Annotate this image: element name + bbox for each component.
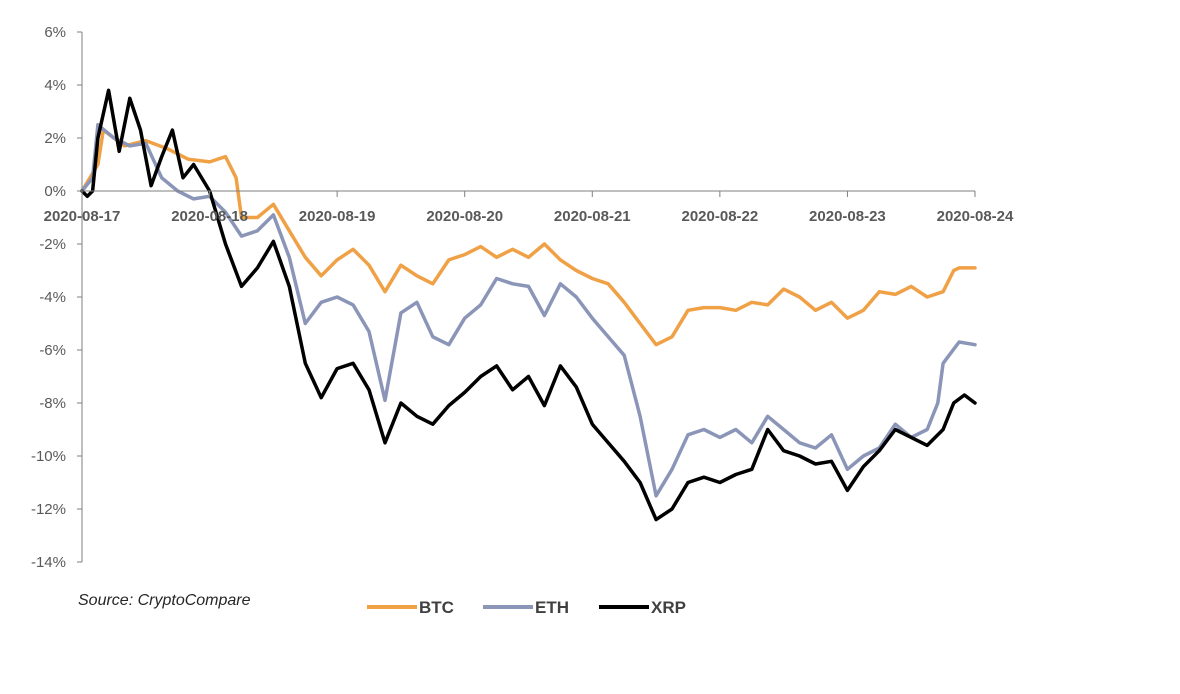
series-line-xrp — [80, 88, 977, 522]
x-tick-label: 2020-08-24 — [937, 208, 1014, 225]
y-tick-label: -10% — [31, 448, 66, 465]
series-line-btc — [80, 128, 977, 347]
y-tick-label: -14% — [31, 554, 66, 571]
axis-layer — [77, 31, 976, 563]
legend: BTC ETH XRP — [367, 598, 686, 617]
y-tick-label: -12% — [31, 501, 66, 518]
x-tick-label: 2020-08-18 — [171, 208, 248, 225]
x-tick-label: 2020-08-22 — [681, 208, 758, 225]
y-tick-label: -8% — [39, 395, 66, 412]
legend-label-btc: BTC — [419, 598, 454, 617]
y-tick-label: -2% — [39, 236, 66, 253]
legend-label-eth: ETH — [535, 598, 569, 617]
legend-label-xrp: XRP — [651, 598, 686, 617]
label-layer: 6% 4% 2% 0% -2% -4% -6% -8% -10% -12% -14% 2020-08-… — [31, 24, 1014, 571]
x-tick-label: 2020-08-17 — [44, 208, 121, 225]
y-tick-label: -4% — [39, 289, 66, 306]
y-tick-label: 2% — [44, 130, 66, 147]
y-tick-label: 0% — [44, 183, 66, 200]
series-layer — [80, 88, 977, 522]
x-tick-label: 2020-08-23 — [809, 208, 886, 225]
x-tick-label: 2020-08-20 — [426, 208, 503, 225]
y-tick-label: 6% — [44, 24, 66, 41]
y-tick-label: -6% — [39, 342, 66, 359]
series-line-eth — [80, 123, 977, 498]
y-tick-label: 4% — [44, 77, 66, 94]
x-tick-label: 2020-08-19 — [299, 208, 376, 225]
source-note: Source: CryptoCompare — [78, 592, 251, 609]
x-tick-label: 2020-08-21 — [554, 208, 631, 225]
